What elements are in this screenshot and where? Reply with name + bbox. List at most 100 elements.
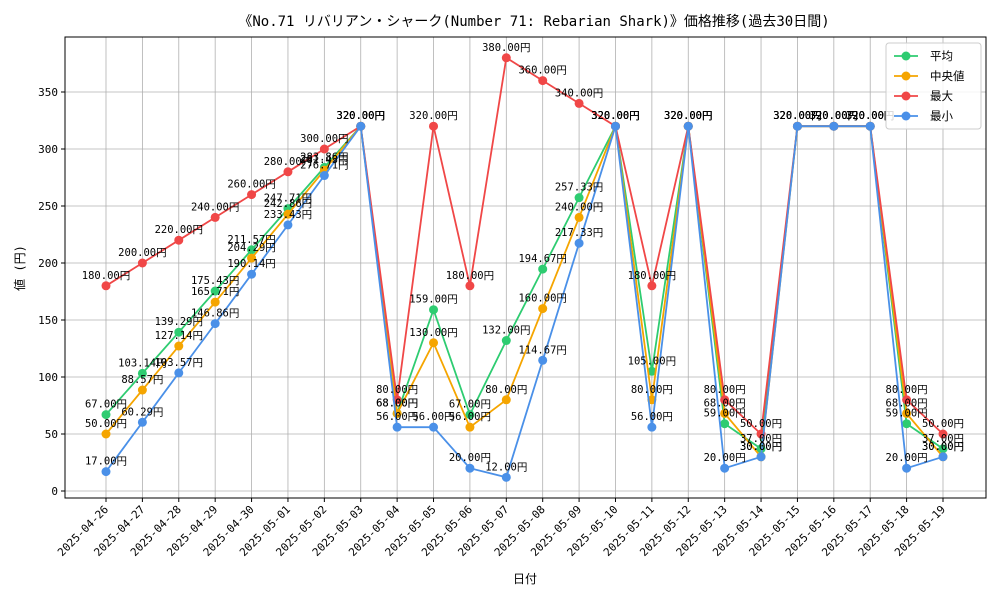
data-labels: 67.00円 103.14円 139.29円 175.43円 211.57円 247.71… (82, 42, 964, 474)
data-label: 68.00円 (376, 397, 418, 409)
data-point (247, 253, 257, 263)
y-tick-label: 150 (38, 314, 58, 327)
data-point (319, 171, 329, 181)
data-label: 50.00円 (922, 418, 964, 430)
data-point (938, 429, 948, 439)
data-label: 80.00円 (485, 384, 527, 396)
data-point (829, 121, 839, 131)
data-label: 103.57円 (155, 357, 203, 369)
data-point (538, 76, 548, 86)
data-point (647, 281, 657, 291)
data-point (101, 410, 111, 420)
data-label: 50.00円 (85, 418, 127, 430)
data-label: 320.00円 (846, 110, 894, 122)
data-label: 139.29円 (155, 316, 203, 328)
data-label: 20.00円 (886, 452, 928, 464)
data-label: 240.00円 (191, 201, 239, 213)
data-label: 103.14円 (118, 357, 166, 369)
data-label: 88.57円 (121, 374, 163, 386)
y-tick-label: 300 (38, 143, 58, 156)
data-point (283, 167, 293, 177)
data-label: 175.43円 (191, 275, 239, 287)
data-label: 17.00円 (85, 456, 127, 468)
data-label: 280.00円 (264, 156, 312, 168)
data-label: 132.00円 (482, 325, 530, 337)
legend-label: 中央値 (930, 69, 965, 83)
data-label: 320.00円 (773, 110, 821, 122)
data-label: 105.00円 (628, 355, 676, 367)
data-point (538, 304, 548, 314)
data-point (938, 444, 948, 454)
data-label: 247.71円 (264, 193, 312, 205)
data-label: 320.00円 (409, 110, 457, 122)
data-label: 60.29円 (121, 406, 163, 418)
data-point (356, 121, 366, 131)
data-label: 130.00円 (409, 327, 457, 339)
data-label: 320.00円 (591, 110, 639, 122)
data-label: 12.00円 (485, 461, 527, 473)
x-axis-label: 日付 (513, 572, 537, 586)
data-point (392, 422, 402, 432)
data-point (137, 417, 147, 427)
y-tick-label: 250 (38, 200, 58, 213)
data-point (865, 121, 875, 131)
data-point (574, 98, 584, 108)
data-label: 56.00円 (412, 411, 454, 423)
data-label: 56.00円 (631, 411, 673, 423)
data-point (174, 341, 184, 351)
data-point (465, 281, 475, 291)
y-tick-label: 350 (38, 86, 58, 99)
data-point (647, 422, 657, 432)
data-point (101, 429, 111, 439)
data-point (283, 209, 293, 219)
data-label: 114.67円 (518, 344, 566, 356)
data-point (429, 338, 439, 348)
data-label: 300.00円 (300, 133, 348, 145)
series-line (105, 123, 944, 479)
data-label: 380.00円 (482, 42, 530, 54)
data-point (501, 395, 511, 405)
legend-marker (901, 51, 911, 61)
data-label: 56.00円 (376, 411, 418, 423)
data-label: 67.00円 (85, 399, 127, 411)
data-label: 59.00円 (886, 408, 928, 420)
data-point (538, 264, 548, 274)
y-tick-label: 100 (38, 371, 58, 384)
data-label: 80.00円 (886, 384, 928, 396)
data-point (938, 452, 948, 462)
data-point (465, 422, 475, 432)
data-point (174, 368, 184, 378)
legend-marker (901, 91, 911, 101)
data-label: 320.00円 (337, 110, 385, 122)
data-point (574, 193, 584, 203)
y-tick-label: 0 (51, 485, 58, 498)
data-point (247, 190, 257, 200)
legend-box (885, 42, 982, 130)
data-point (465, 410, 475, 420)
data-label: 165.71円 (191, 286, 239, 298)
data-label: 80.00円 (631, 384, 673, 396)
data-point (283, 220, 293, 230)
data-label: 180.00円 (628, 270, 676, 282)
data-point (756, 452, 766, 462)
data-point (902, 463, 912, 473)
data-label: 320.00円 (810, 110, 858, 122)
data-label: 56.00円 (449, 411, 491, 423)
data-point (137, 258, 147, 268)
data-point (210, 286, 220, 296)
data-label: 320.00円 (591, 110, 639, 122)
data-label: 211.57円 (227, 234, 275, 246)
data-label: 67.00円 (449, 399, 491, 411)
data-point (429, 305, 439, 315)
data-label: 30.00円 (922, 441, 964, 453)
data-label: 320.00円 (664, 110, 712, 122)
data-label: 68.00円 (886, 397, 928, 409)
data-label: 320.00円 (810, 110, 858, 122)
data-label: 320.00円 (591, 110, 639, 122)
data-point (720, 419, 730, 429)
data-label: 30.00円 (922, 441, 964, 453)
series-4 (101, 121, 948, 482)
legend-label: 最大 (930, 89, 953, 103)
data-point (902, 408, 912, 418)
data-point (101, 467, 111, 477)
